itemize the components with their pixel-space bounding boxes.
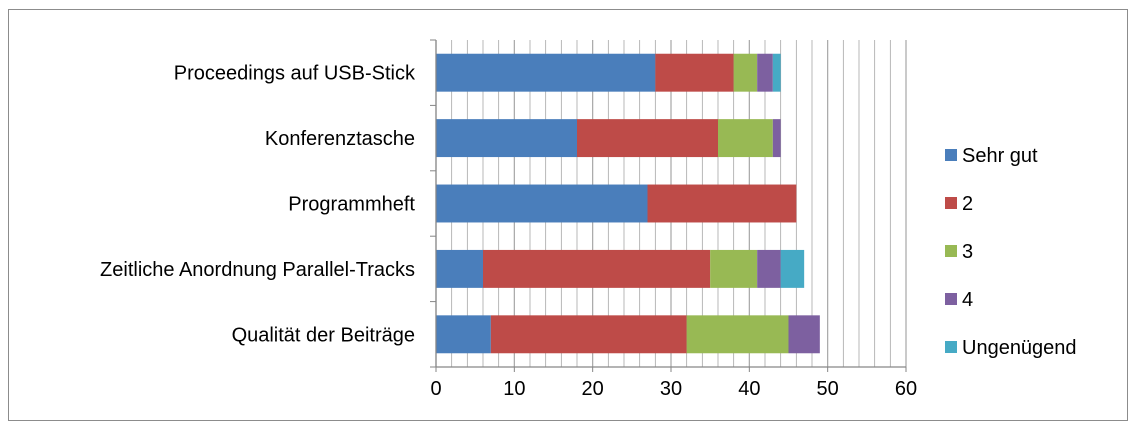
legend-swatch-4: [945, 293, 957, 305]
bar-3-konferenztasche: [718, 119, 773, 158]
x-tick-label: 10: [503, 378, 525, 400]
bar-2-zeitliche-anordnung-parallel-tracks: [483, 249, 711, 288]
legend-swatch-2: [945, 197, 957, 209]
x-tick-label: 30: [660, 378, 682, 400]
bar-3-zeitliche-anordnung-parallel-tracks: [710, 249, 758, 288]
category-label: Konferenztasche: [265, 128, 415, 150]
category-label: Zeitliche Anordnung Parallel-Tracks: [100, 259, 415, 281]
legend: Sehr gut 2 3 4 Ungenügend: [945, 145, 1077, 359]
x-tick-label: 40: [738, 378, 760, 400]
legend-label-3: 3: [962, 241, 973, 263]
legend-swatch-sehr-gut: [945, 149, 957, 161]
bar-3-qualitat-der-beitrage: [686, 315, 789, 354]
bars: [436, 53, 820, 354]
legend-label-4: 4: [962, 289, 973, 311]
bar-sehr-gut-programmheft: [436, 184, 648, 223]
category-label: Proceedings auf USB-Stick: [174, 63, 416, 85]
bar-sehr-gut-zeitliche-anordnung-parallel-tracks: [436, 249, 483, 288]
x-tick-labels: 0 10 20 30 40 50 60: [430, 378, 917, 400]
chart-frame: Proceedings auf USB-Stick Konferenztasche…: [8, 9, 1128, 421]
legend-swatch-ungenugend: [945, 341, 957, 353]
bar-2-programmheft: [647, 184, 797, 223]
bar-4-qualitat-der-beitrage: [788, 315, 820, 354]
bar-2-proceedings-auf-usb-stick: [655, 53, 734, 92]
bar-2-qualitat-der-beitrage: [490, 315, 687, 354]
bar-4-proceedings-auf-usb-stick: [757, 53, 773, 92]
bar-ungenugend-zeitliche-anordnung-parallel-tracks: [780, 249, 805, 288]
x-tick-label: 0: [430, 378, 441, 400]
bar-4-konferenztasche: [772, 119, 781, 158]
bar-ungenugend-proceedings-auf-usb-stick: [772, 53, 781, 92]
bar-sehr-gut-konferenztasche: [436, 119, 577, 158]
axes: [430, 39, 907, 372]
x-tick-label: 60: [895, 378, 917, 400]
x-tick-label: 20: [582, 378, 604, 400]
bar-sehr-gut-proceedings-auf-usb-stick: [436, 53, 656, 92]
bar-sehr-gut-qualitat-der-beitrage: [436, 315, 491, 354]
bar-2-konferenztasche: [577, 119, 718, 158]
bar-4-zeitliche-anordnung-parallel-tracks: [757, 249, 781, 288]
bar-3-proceedings-auf-usb-stick: [733, 53, 758, 92]
category-label: Programmheft: [288, 194, 415, 216]
x-tick-label: 50: [817, 378, 839, 400]
legend-label-ungenugend: Ungenügend: [962, 337, 1077, 359]
category-labels: Proceedings auf USB-Stick Konferenztasche…: [100, 63, 416, 347]
stacked-bar-chart: Proceedings auf USB-Stick Konferenztasche…: [100, 39, 1077, 400]
legend-label-sehr-gut: Sehr gut: [962, 145, 1038, 167]
legend-swatch-3: [945, 245, 957, 257]
category-label: Qualität der Beiträge: [232, 324, 415, 346]
legend-label-2: 2: [962, 193, 973, 215]
